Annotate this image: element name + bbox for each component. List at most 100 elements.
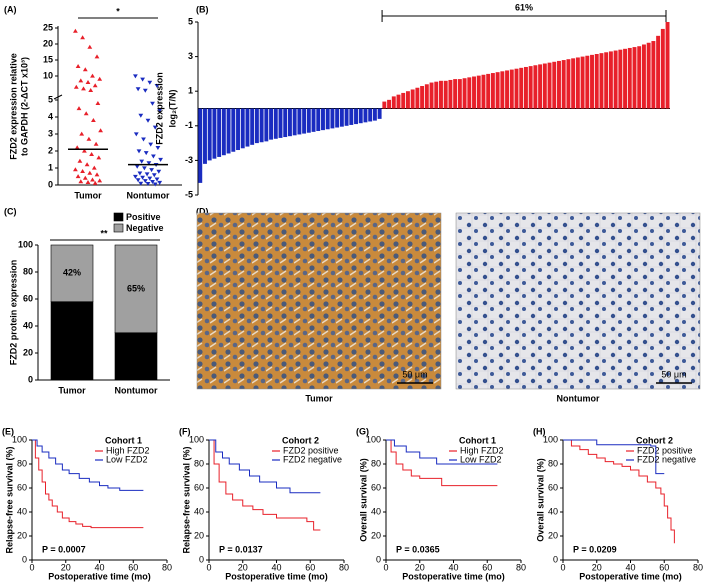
bar (604, 52, 609, 109)
x-tick-label: 80 (516, 562, 526, 572)
dot (154, 177, 160, 182)
y-axis-label: log₂(T/N) (167, 90, 177, 128)
bar (486, 73, 491, 109)
bar (236, 108, 240, 151)
x-tick-label: 0 (29, 562, 34, 572)
bar (571, 58, 576, 109)
bar (349, 108, 354, 125)
dot (74, 145, 80, 150)
dot (90, 73, 95, 78)
bar-segment (114, 332, 158, 381)
dot (89, 152, 94, 156)
bar (453, 79, 458, 109)
y-tick-label: 0 (199, 554, 204, 564)
axis-break (53, 94, 63, 100)
y-axis-label: FZD2 expression (154, 72, 164, 145)
survival-curve (386, 439, 498, 487)
significance: ** (100, 228, 108, 238)
bar (259, 108, 264, 143)
panel-label: (C) (4, 206, 17, 216)
dot (141, 137, 146, 142)
dot (145, 182, 151, 187)
bar (424, 84, 429, 109)
p-value: P = 0.0007 (42, 544, 86, 554)
dot (134, 164, 140, 169)
legend-label: Low FZD2 (460, 454, 502, 464)
dot (156, 169, 162, 174)
bar (245, 108, 250, 147)
x-tick-label: 80 (693, 562, 703, 572)
bar (656, 35, 661, 109)
panel-label: (A) (4, 4, 17, 14)
bar (278, 108, 283, 138)
y-axis-label: Relapse-free survival (%) (181, 446, 191, 553)
dot (144, 172, 150, 177)
bar (462, 78, 467, 109)
dot (152, 125, 158, 130)
bar (641, 44, 646, 109)
dot (133, 74, 138, 79)
x-tick-label: 20 (61, 562, 71, 572)
bar (566, 59, 571, 109)
survival-curve (386, 439, 498, 465)
x-tick-label: 40 (271, 562, 281, 572)
data-label: 65% (127, 283, 145, 293)
dot (83, 111, 89, 116)
bar (306, 108, 311, 133)
dot (147, 80, 153, 85)
dot (133, 174, 138, 179)
bar (538, 64, 543, 109)
significance: * (116, 6, 120, 16)
bar-segment (114, 244, 158, 334)
dot (78, 78, 84, 83)
legend-label: Positive (126, 212, 161, 222)
dot (139, 159, 145, 164)
bar (637, 46, 642, 109)
x-tick-label: 0 (560, 562, 565, 572)
legend-label: High FZD2 (106, 445, 150, 455)
bar (665, 22, 670, 109)
dot (154, 84, 160, 88)
bar (368, 108, 373, 122)
legend-label: Negative (126, 223, 164, 233)
bar (651, 41, 656, 109)
bar (226, 108, 231, 154)
bar (217, 108, 222, 157)
y-tick-label: 20 (17, 530, 27, 540)
dot (91, 118, 96, 122)
bar (221, 108, 226, 156)
dot (142, 166, 147, 171)
dot (142, 179, 148, 184)
bar (627, 47, 632, 109)
dot (143, 151, 149, 156)
bar (443, 80, 448, 109)
y-tick-label: 100 (189, 434, 204, 444)
y-tick-label: 60 (548, 482, 558, 492)
x-tick-label: 0 (383, 562, 388, 572)
bar (557, 60, 561, 109)
y-axis-label: FZD2 protein expression (8, 260, 18, 366)
bar (533, 65, 538, 109)
bar (490, 73, 495, 109)
bar (321, 108, 325, 131)
dot (88, 88, 94, 92)
annotation: 61% (515, 2, 533, 12)
legend-label: Low FZD2 (106, 454, 148, 464)
dot (97, 178, 103, 183)
bar (316, 108, 321, 131)
y-tick-label: 80 (194, 458, 204, 468)
bar (415, 87, 420, 109)
dot (151, 154, 156, 159)
y-tick-label: 80 (371, 458, 381, 468)
legend-label: FZD2 negative (637, 454, 696, 464)
bar (302, 108, 307, 134)
y-tick-label: 20 (23, 347, 33, 357)
bar (269, 108, 274, 140)
bar (363, 108, 368, 123)
bracket (381, 10, 667, 22)
x-tick-label: 20 (592, 562, 602, 572)
y-tick-label: 60 (371, 482, 381, 492)
panel-label: (E) (2, 426, 14, 436)
chart-title: Cohort 1 (105, 435, 142, 445)
x-axis-label: Postoperative time (mo) (402, 571, 505, 581)
